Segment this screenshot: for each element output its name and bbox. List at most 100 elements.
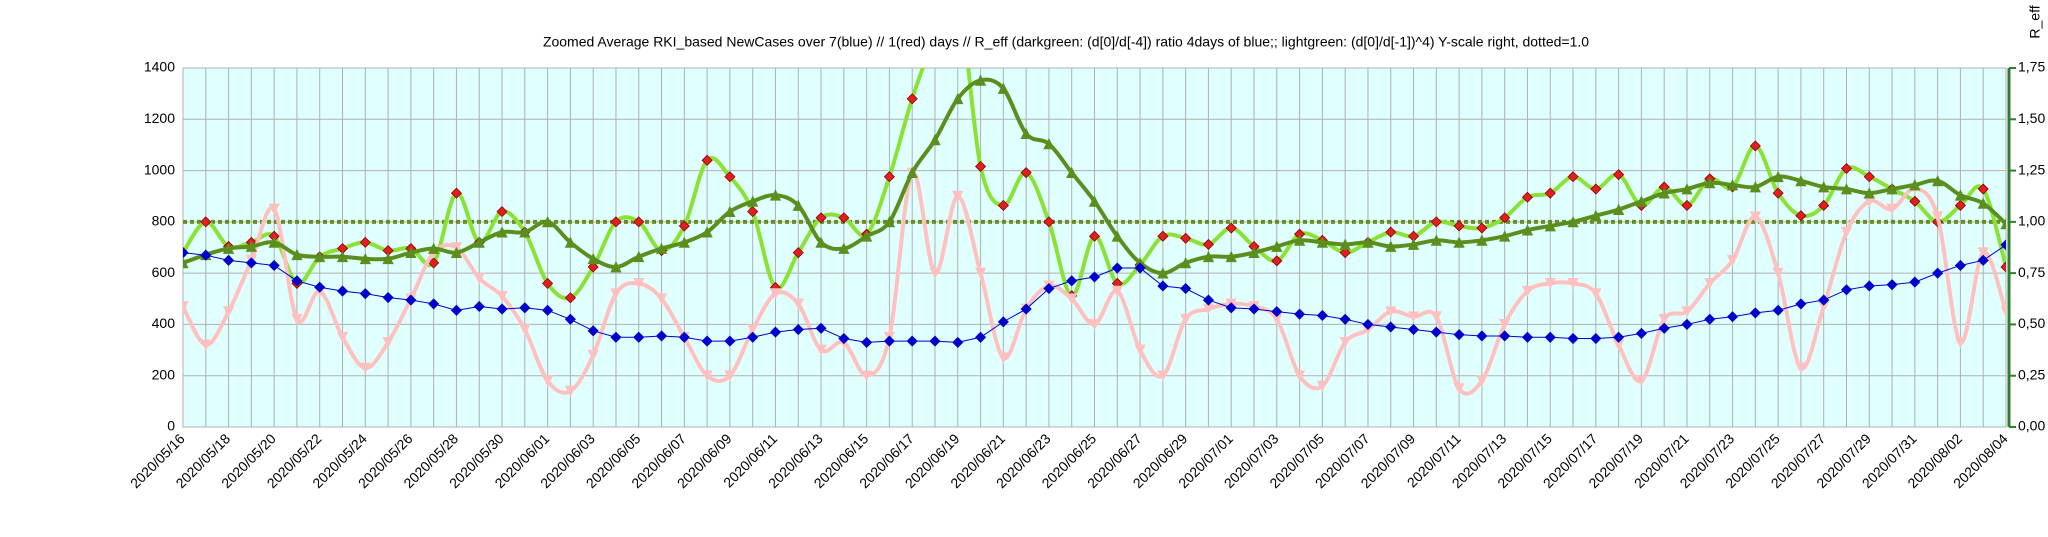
point-marker [974, 267, 987, 280]
point-marker [1521, 331, 1534, 343]
point-marker [792, 199, 804, 211]
point-marker [1704, 176, 1716, 189]
point-marker [1818, 199, 1830, 212]
point-marker [1840, 162, 1853, 175]
point-marker [1590, 288, 1602, 300]
point-marker [883, 335, 895, 347]
point-marker [1795, 298, 1807, 310]
point-marker [838, 242, 850, 254]
point-marker [541, 375, 554, 387]
point-marker [1294, 308, 1306, 320]
point-marker [1111, 230, 1123, 242]
point-marker [1043, 216, 1055, 228]
point-marker [1521, 224, 1534, 236]
point-marker [382, 291, 394, 304]
y-tick-label: 1000 [144, 161, 175, 177]
point-marker [245, 240, 258, 252]
point-marker [1909, 179, 1921, 191]
point-marker [701, 154, 713, 166]
point-marker [473, 272, 485, 285]
point-marker [1157, 280, 1169, 292]
point-marker [1977, 183, 1989, 195]
point-marker [1339, 336, 1351, 349]
point-marker [1932, 267, 1944, 279]
point-marker [883, 215, 896, 228]
point-marker [655, 293, 668, 305]
point-marker [701, 226, 713, 238]
point-marker [1066, 166, 1078, 179]
point-marker [724, 335, 736, 347]
point-marker [587, 349, 599, 362]
point-marker [564, 236, 577, 248]
point-marker [200, 216, 212, 228]
point-marker [183, 256, 189, 269]
chart-title: Zoomed Average RKI_based NewCases over 7… [543, 34, 1589, 50]
point-marker [1681, 318, 1693, 330]
point-marker [747, 331, 759, 343]
point-marker [1521, 285, 1534, 297]
y2-tick-label: 0,25 [2018, 366, 2045, 382]
point-marker [860, 370, 873, 382]
point-marker [1362, 318, 1374, 330]
point-marker [1658, 313, 1670, 326]
point-marker [633, 216, 645, 228]
point-marker [1430, 311, 1442, 323]
point-marker [359, 288, 371, 300]
point-marker [1977, 197, 1989, 209]
point-marker [769, 326, 782, 338]
point-marker [1681, 183, 1693, 195]
point-marker [929, 267, 941, 280]
point-marker [200, 249, 212, 261]
point-marker [359, 236, 371, 248]
point-marker [1066, 275, 1078, 287]
point-marker [1202, 238, 1215, 250]
point-marker [1954, 199, 1966, 212]
point-marker [1134, 344, 1146, 356]
point-marker [1362, 236, 1374, 248]
point-marker [1453, 329, 1465, 341]
point-marker [906, 166, 918, 179]
point-marker [610, 216, 622, 228]
point-marker [1430, 216, 1442, 228]
point-marker [1499, 230, 1511, 242]
point-marker [2000, 218, 2006, 230]
point-marker [1635, 327, 1647, 339]
point-marker [222, 306, 235, 318]
point-marker [1271, 306, 1283, 318]
point-marker [1271, 255, 1283, 267]
point-marker [359, 252, 371, 265]
point-marker [1202, 294, 1215, 306]
point-marker [1111, 262, 1123, 274]
point-marker [861, 336, 873, 348]
point-marker [587, 261, 599, 273]
point-marker [1704, 313, 1716, 325]
point-marker [678, 220, 690, 232]
point-marker [769, 189, 782, 201]
point-marker [1544, 331, 1556, 343]
point-marker [815, 344, 827, 356]
y2-tick-label: 0,00 [2018, 418, 2045, 434]
point-marker [1590, 183, 1602, 195]
point-marker [1020, 127, 1032, 140]
y-tick-label: 400 [152, 315, 176, 331]
point-marker [1863, 171, 1875, 183]
point-marker [1749, 181, 1761, 193]
point-marker [1293, 234, 1306, 246]
point-marker [314, 250, 326, 263]
point-marker [268, 236, 280, 248]
point-marker [1726, 311, 1739, 323]
point-marker [1567, 171, 1579, 183]
point-marker [1385, 240, 1397, 252]
point-marker [701, 370, 713, 382]
point-marker [519, 226, 531, 238]
point-marker [1316, 380, 1329, 392]
point-marker [1726, 179, 1739, 191]
point-marker [1749, 140, 1761, 152]
point-marker [1886, 279, 1898, 291]
point-marker [587, 252, 599, 265]
point-marker [610, 261, 622, 273]
point-marker [336, 285, 349, 297]
point-marker [1977, 247, 1989, 259]
point-marker [473, 300, 485, 313]
point-marker [1749, 211, 1761, 223]
